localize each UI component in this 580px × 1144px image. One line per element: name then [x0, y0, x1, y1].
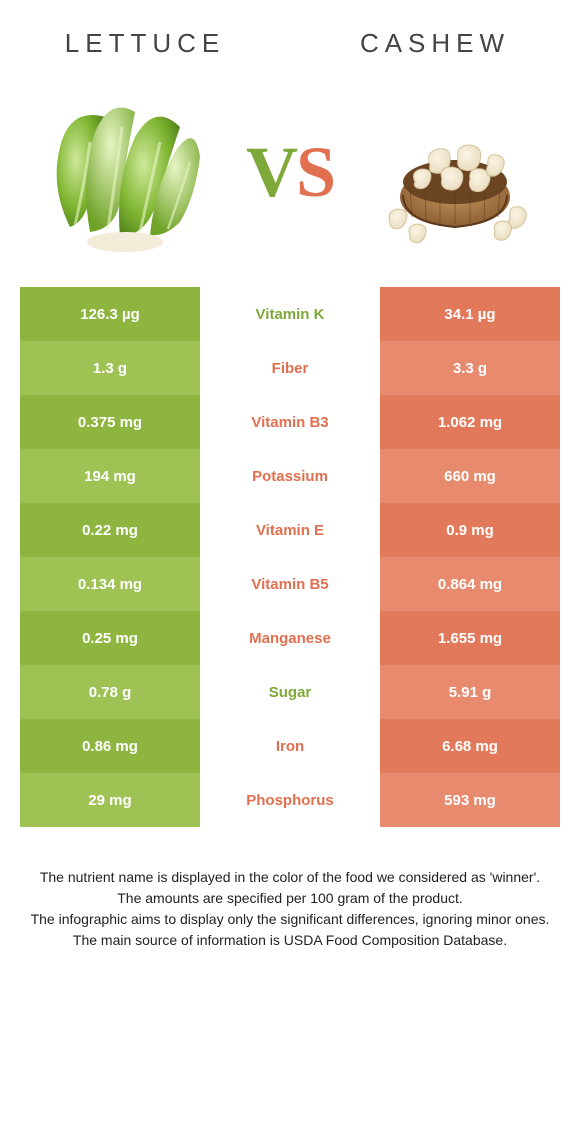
vs-s: S — [296, 131, 334, 214]
nutrient-name: Vitamin B3 — [200, 395, 380, 449]
table-row: 1.3 gFiber3.3 g — [20, 341, 560, 395]
value-left: 0.78 g — [20, 665, 200, 719]
vs-v: V — [246, 131, 296, 214]
value-left: 126.3 µg — [20, 287, 200, 341]
table-row: 29 mgPhosphorus593 mg — [20, 773, 560, 827]
header-left: LETTUCE — [0, 28, 290, 59]
footer-line: The infographic aims to display only the… — [20, 909, 560, 930]
nutrient-name: Fiber — [200, 341, 380, 395]
value-left: 0.22 mg — [20, 503, 200, 557]
value-right: 6.68 mg — [380, 719, 560, 773]
table-row: 0.25 mgManganese1.655 mg — [20, 611, 560, 665]
value-left: 0.134 mg — [20, 557, 200, 611]
value-left: 0.25 mg — [20, 611, 200, 665]
nutrient-name: Manganese — [200, 611, 380, 665]
nutrient-name: Potassium — [200, 449, 380, 503]
table-row: 194 mgPotassium660 mg — [20, 449, 560, 503]
value-right: 0.864 mg — [380, 557, 560, 611]
infographic-container: LETTUCE CASHEW — [0, 0, 580, 951]
table-row: 0.375 mgVitamin B31.062 mg — [20, 395, 560, 449]
header-row: LETTUCE CASHEW — [0, 0, 580, 67]
value-right: 3.3 g — [380, 341, 560, 395]
header-right: CASHEW — [290, 28, 580, 59]
lettuce-icon — [40, 87, 210, 257]
value-right: 660 mg — [380, 449, 560, 503]
value-right: 593 mg — [380, 773, 560, 827]
cashew-image — [365, 82, 545, 262]
vs-label: VS — [246, 131, 334, 214]
footer-text: The nutrient name is displayed in the co… — [20, 867, 560, 951]
table-row: 0.22 mgVitamin E0.9 mg — [20, 503, 560, 557]
lettuce-image — [35, 82, 215, 262]
value-right: 5.91 g — [380, 665, 560, 719]
footer-line: The nutrient name is displayed in the co… — [20, 867, 560, 888]
cashew-icon — [370, 87, 540, 257]
value-left: 29 mg — [20, 773, 200, 827]
nutrient-name: Iron — [200, 719, 380, 773]
value-left: 1.3 g — [20, 341, 200, 395]
footer-line: The main source of information is USDA F… — [20, 930, 560, 951]
image-row: VS — [0, 67, 580, 287]
table-row: 0.134 mgVitamin B50.864 mg — [20, 557, 560, 611]
value-right: 0.9 mg — [380, 503, 560, 557]
table-row: 126.3 µgVitamin K34.1 µg — [20, 287, 560, 341]
value-right: 1.062 mg — [380, 395, 560, 449]
nutrient-table: 126.3 µgVitamin K34.1 µg1.3 gFiber3.3 g0… — [20, 287, 560, 827]
value-left: 0.86 mg — [20, 719, 200, 773]
nutrient-name: Phosphorus — [200, 773, 380, 827]
value-left: 194 mg — [20, 449, 200, 503]
value-right: 1.655 mg — [380, 611, 560, 665]
nutrient-name: Vitamin E — [200, 503, 380, 557]
nutrient-name: Vitamin B5 — [200, 557, 380, 611]
nutrient-name: Sugar — [200, 665, 380, 719]
nutrient-name: Vitamin K — [200, 287, 380, 341]
value-right: 34.1 µg — [380, 287, 560, 341]
table-row: 0.78 gSugar5.91 g — [20, 665, 560, 719]
value-left: 0.375 mg — [20, 395, 200, 449]
table-row: 0.86 mgIron6.68 mg — [20, 719, 560, 773]
footer-line: The amounts are specified per 100 gram o… — [20, 888, 560, 909]
